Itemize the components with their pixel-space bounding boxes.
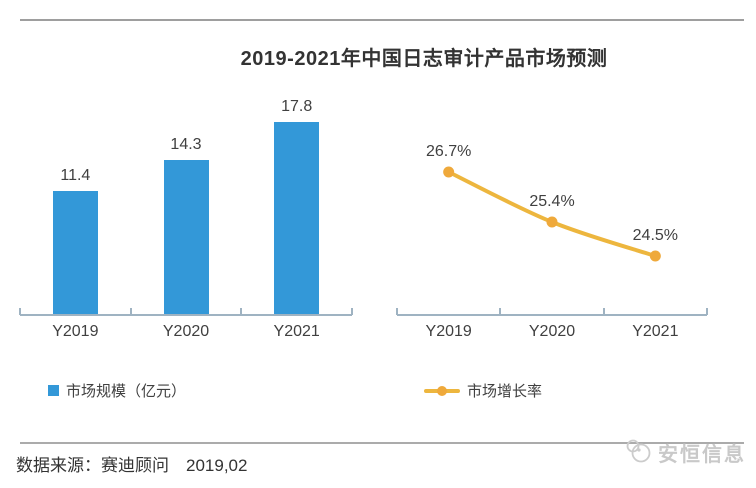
legend-growth-rate: 市场增长率	[424, 380, 542, 401]
data-point-Y2021	[649, 250, 661, 262]
top-divider	[20, 19, 744, 21]
axis-tick	[706, 308, 708, 315]
brand-logo: 安恒信息	[624, 437, 746, 467]
bar-series-swatch-icon	[48, 385, 59, 396]
bar-x-axis	[20, 314, 352, 316]
axis-tick	[351, 308, 353, 315]
line-x-axis-label-Y2020: Y2020	[528, 323, 576, 340]
data-point-Y2019	[443, 166, 455, 178]
data-point-Y2020	[546, 216, 558, 228]
bar-value-label: 17.8	[281, 98, 313, 115]
line-x-axis	[397, 314, 707, 316]
bar-x-axis-label-Y2021: Y2021	[273, 323, 320, 340]
bar-x-axis-label-Y2019: Y2019	[52, 323, 99, 340]
line-series-marker-icon	[424, 385, 460, 396]
bar-Y2021	[274, 122, 320, 314]
axis-tick	[602, 308, 605, 315]
legend-market-size: 市场规模（亿元）	[48, 380, 186, 401]
axis-tick	[240, 308, 243, 315]
axis-tick	[499, 308, 502, 315]
data-source: 数据来源：赛迪顾问 2019,02	[16, 456, 248, 475]
line-value-label: 25.4%	[529, 193, 575, 210]
bar-value-label: 14.3	[170, 136, 202, 153]
axis-tick	[19, 308, 21, 315]
brand-logo-text: 安恒信息	[658, 443, 746, 466]
legend-growth-rate-label: 市场增长率	[467, 383, 543, 400]
bar-value-label: 11.4	[60, 167, 91, 184]
axis-tick	[396, 308, 398, 315]
legend-dot-icon	[437, 385, 447, 396]
bottom-divider	[20, 442, 744, 444]
bar-x-axis-label-Y2020: Y2020	[162, 323, 210, 340]
chart-title: 2019-2021年中国日志审计产品市场预测	[240, 48, 608, 70]
line-value-label: 26.7%	[425, 143, 472, 160]
axis-tick	[129, 308, 132, 315]
line-x-axis-label-Y2019: Y2019	[425, 323, 472, 340]
line-x-axis-label-Y2021: Y2021	[632, 323, 679, 340]
line-value-label: 24.5%	[632, 227, 679, 244]
growth-line	[446, 170, 658, 258]
bar-Y2020	[163, 160, 209, 314]
bar-Y2019	[52, 191, 98, 314]
legend-market-size-label: 市场规模（亿元）	[66, 383, 187, 400]
panda-logo-icon	[626, 439, 651, 463]
